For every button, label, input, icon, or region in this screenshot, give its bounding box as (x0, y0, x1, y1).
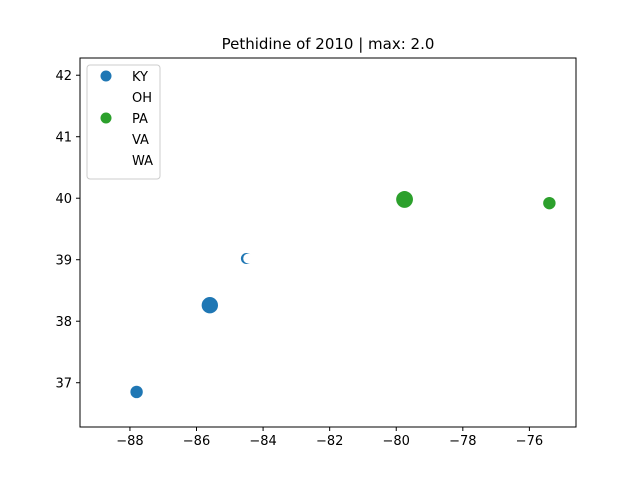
point-ky (201, 297, 219, 314)
y-axis: 37 38 39 40 41 42 (55, 69, 80, 392)
data-points (130, 191, 556, 399)
legend-label-va: VA (132, 133, 149, 148)
y-tick-label: 41 (55, 131, 72, 146)
x-tick-label: −82 (316, 434, 343, 449)
x-tick-label: −88 (116, 434, 143, 449)
plot-area (79, 57, 577, 428)
legend-label-oh: OH (132, 91, 152, 106)
legend-marker-ky (100, 70, 112, 82)
x-tick-label: −76 (516, 434, 543, 449)
legend-label-ky: KY (132, 70, 148, 85)
legend-label-wa: WA (132, 154, 153, 169)
point-pa (396, 191, 413, 208)
legend-marker-oh (100, 91, 112, 103)
x-tick-label: −80 (383, 434, 410, 449)
x-tick-label: −86 (183, 434, 210, 449)
y-tick-label: 40 (55, 192, 72, 207)
x-tick-label: −78 (449, 434, 476, 449)
point-ky (130, 385, 143, 399)
y-tick-label: 39 (55, 254, 72, 269)
chart-title: Pethidine of 2010 | max: 2.0 (222, 35, 435, 53)
x-tick-label: −84 (249, 434, 276, 449)
y-tick-label: 38 (55, 315, 72, 330)
y-tick-label: 42 (55, 69, 72, 84)
legend-marker-wa (100, 154, 112, 166)
x-axis: −88 −86 −84 −82 −80 −78 −76 (116, 427, 543, 449)
y-tick-label: 37 (55, 377, 72, 392)
legend: KY OH PA VA WA (86, 64, 161, 180)
point-pa (543, 196, 556, 210)
legend-label-pa: PA (132, 112, 148, 127)
legend-marker-va (100, 133, 112, 145)
legend-marker-pa (100, 112, 112, 124)
point-oh (243, 253, 253, 264)
